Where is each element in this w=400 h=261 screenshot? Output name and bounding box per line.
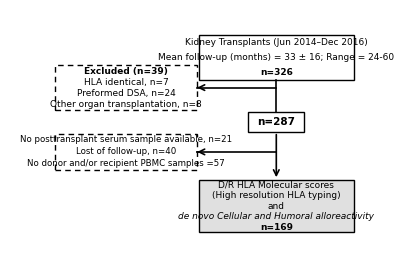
Text: No posttransplant serum sample available, n=21: No posttransplant serum sample available… bbox=[20, 135, 232, 144]
Text: and: and bbox=[268, 202, 285, 211]
Bar bbox=[199, 35, 354, 80]
Text: Other organ transplantation, n=8: Other organ transplantation, n=8 bbox=[50, 100, 202, 109]
Text: Excluded (n=39): Excluded (n=39) bbox=[84, 67, 168, 75]
Text: Mean follow-up (months) = 33 ± 16; Range = 24-60: Mean follow-up (months) = 33 ± 16; Range… bbox=[158, 53, 394, 62]
Bar bbox=[55, 134, 197, 170]
Text: D/R HLA Molecular scores: D/R HLA Molecular scores bbox=[218, 181, 334, 190]
Text: HLA identical, n=7: HLA identical, n=7 bbox=[84, 78, 168, 87]
Bar bbox=[55, 66, 197, 110]
Text: Preformed DSA, n=24: Preformed DSA, n=24 bbox=[76, 89, 175, 98]
Text: Lost of follow-up, n=40: Lost of follow-up, n=40 bbox=[76, 147, 176, 156]
Text: Kidney Transplants (Jun 2014–Dec 2016): Kidney Transplants (Jun 2014–Dec 2016) bbox=[185, 38, 368, 47]
Text: de novo Cellular and Humoral alloreactivity: de novo Cellular and Humoral alloreactiv… bbox=[178, 212, 374, 221]
Text: No donor and/or recipient PBMC samples =57: No donor and/or recipient PBMC samples =… bbox=[27, 159, 225, 168]
Bar bbox=[248, 112, 304, 132]
Text: n=169: n=169 bbox=[260, 223, 293, 232]
Text: n=326: n=326 bbox=[260, 68, 293, 77]
Text: n=287: n=287 bbox=[257, 117, 295, 127]
Text: (High resolution HLA typing): (High resolution HLA typing) bbox=[212, 191, 341, 200]
Bar bbox=[199, 180, 354, 232]
